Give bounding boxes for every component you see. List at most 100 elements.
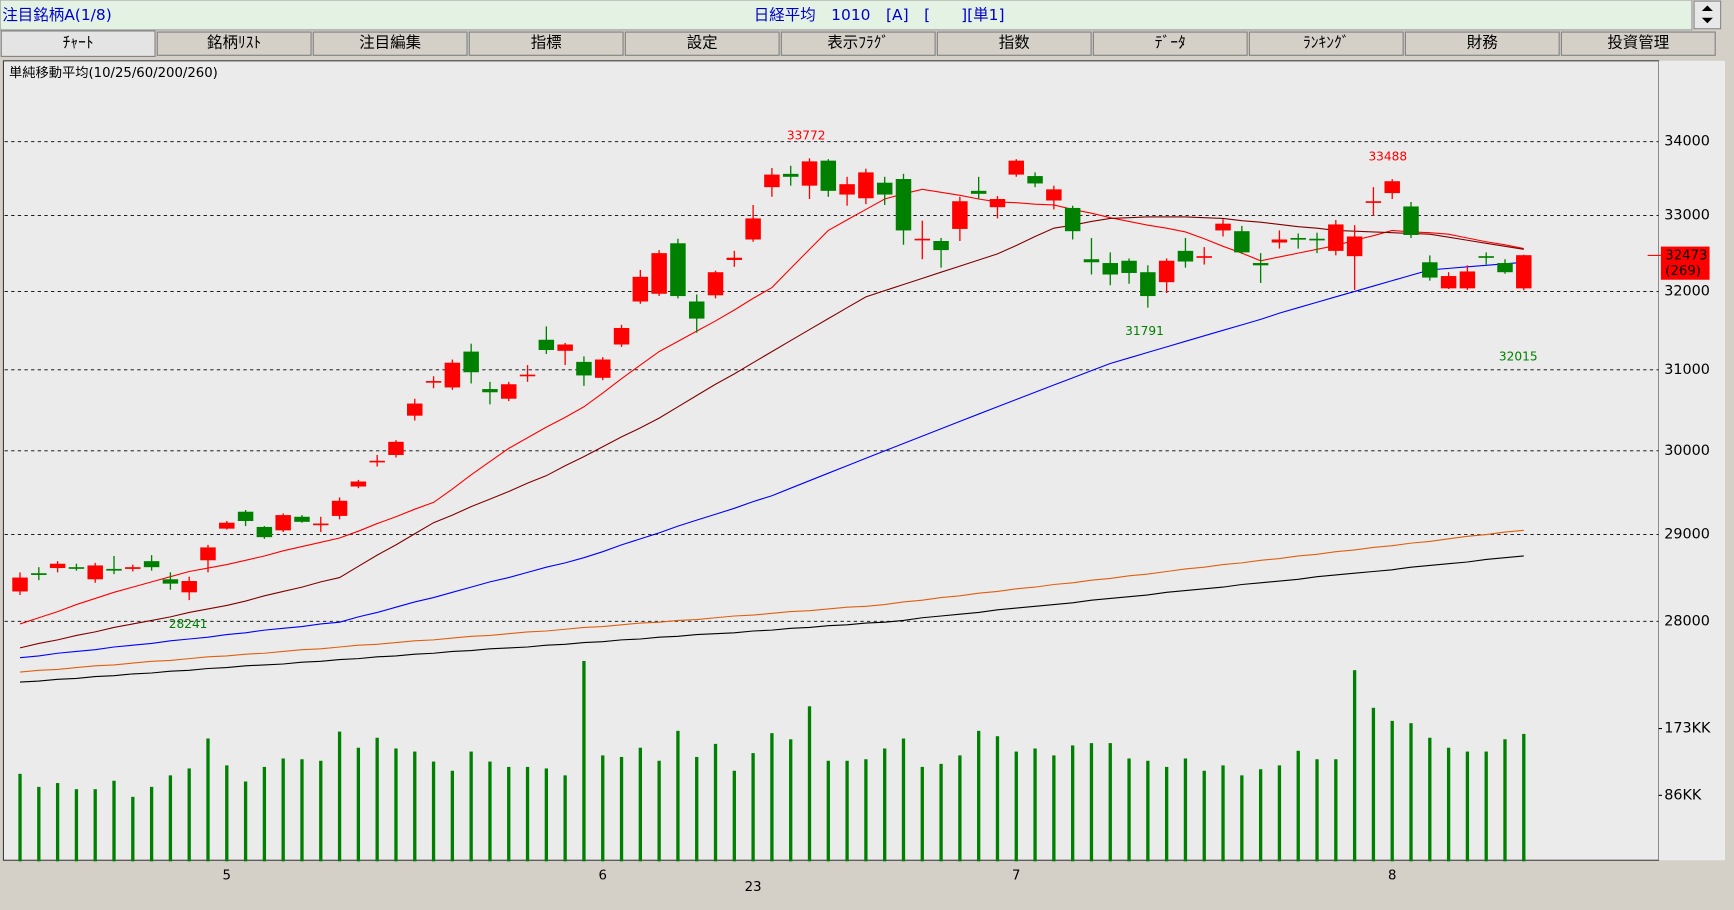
volume-bar xyxy=(319,760,323,862)
moving-average-line xyxy=(19,529,1524,673)
volume-bar xyxy=(582,660,586,862)
header-left: 注目銘柄A(1/8) xyxy=(2,6,111,24)
y-tick-label: 29000 xyxy=(1664,527,1710,543)
candle-body xyxy=(294,516,310,522)
candle-body xyxy=(1516,255,1532,289)
volume-bar xyxy=(525,766,530,862)
volume-bar xyxy=(149,786,154,862)
candle-body xyxy=(1346,236,1363,257)
tab-label[interactable]: 指数 xyxy=(999,34,1030,52)
tab[interactable] xyxy=(1560,31,1716,56)
x-tick-label: 8 xyxy=(1388,869,1396,884)
volume-bar xyxy=(1315,759,1319,862)
volume-bar xyxy=(450,770,455,862)
tab[interactable] xyxy=(1092,31,1248,56)
tab[interactable] xyxy=(468,31,624,56)
scroll-up[interactable] xyxy=(1701,5,1713,12)
candle-body xyxy=(87,565,103,580)
candle-body xyxy=(1083,259,1100,263)
candle-body xyxy=(482,389,498,393)
tab-label[interactable]: 銘柄ﾘｽﾄ xyxy=(207,34,261,52)
candle-body xyxy=(745,218,761,240)
change-label: (269) xyxy=(1665,264,1701,279)
candle-body xyxy=(1252,263,1269,266)
candle-body xyxy=(858,172,874,199)
volume-bar xyxy=(883,748,887,862)
candle-body xyxy=(407,403,423,416)
candle-body xyxy=(914,238,931,241)
volume-bar xyxy=(1352,670,1357,862)
x-tick-label: 6 xyxy=(599,869,607,884)
tab-label[interactable]: 投資管理 xyxy=(1607,34,1669,52)
candle-body xyxy=(162,579,179,584)
tab-label[interactable]: 表示ﾌﾗｸﾞ xyxy=(827,34,889,52)
candle-body xyxy=(501,384,517,399)
candle-body xyxy=(31,573,47,575)
volume-bar xyxy=(507,766,511,862)
tab[interactable] xyxy=(624,31,780,56)
candle-body xyxy=(1121,260,1137,273)
y-tick-label: 33000 xyxy=(1664,207,1710,223)
candle-body xyxy=(1177,250,1194,262)
volume-bar xyxy=(845,760,849,862)
candle-body xyxy=(632,276,649,302)
candle-body xyxy=(1140,272,1156,297)
volume-bar xyxy=(187,768,191,862)
tab-label[interactable]: ﾃﾞｰﾀ xyxy=(1155,34,1186,52)
scroll-box[interactable] xyxy=(1693,0,1722,30)
tab[interactable] xyxy=(156,31,312,56)
x-tick-label: 7 xyxy=(1012,869,1020,884)
candle-body xyxy=(1422,262,1438,278)
volume-bar xyxy=(977,730,981,862)
volume-bar xyxy=(1071,745,1075,862)
tab-label[interactable]: ﾁｬｰﾄ xyxy=(63,34,94,52)
tab-label[interactable]: 財務 xyxy=(1467,34,1498,52)
volume-tick-label: 173KK xyxy=(1664,721,1711,737)
candle-body xyxy=(952,201,968,229)
tab-label[interactable]: 注目編集 xyxy=(359,34,421,52)
y-tick-label: 32000 xyxy=(1664,283,1710,299)
candle-body xyxy=(1497,263,1513,273)
tab[interactable] xyxy=(780,31,936,56)
candle-body xyxy=(350,481,367,487)
volume-bar xyxy=(1221,765,1225,862)
candle-body xyxy=(275,515,291,531)
candle-body xyxy=(388,441,404,455)
scroll-down[interactable] xyxy=(1701,17,1713,24)
candle-body xyxy=(1008,160,1025,175)
volume-bar xyxy=(93,789,97,862)
volume-bar xyxy=(55,783,60,862)
last-price-label: 32473 xyxy=(1665,248,1707,263)
candle-body xyxy=(613,327,630,345)
scrollbar[interactable] xyxy=(1693,0,1722,30)
tab[interactable] xyxy=(1404,31,1560,56)
tab-label[interactable]: ﾗﾝｷﾝｸﾞ xyxy=(1303,34,1349,52)
candle-body xyxy=(1403,206,1419,235)
volume-bar xyxy=(1296,750,1300,862)
tab[interactable] xyxy=(1248,31,1404,56)
volume-bar xyxy=(713,743,718,862)
tab-label[interactable]: 設定 xyxy=(687,34,718,52)
candle-body xyxy=(49,563,66,569)
tab-label[interactable]: 指標 xyxy=(531,34,562,52)
candle-body xyxy=(933,241,949,251)
volume-bar xyxy=(243,781,248,862)
volume-bar xyxy=(676,730,680,862)
volume-bar xyxy=(732,770,736,862)
candle-body xyxy=(200,547,216,561)
candle-body xyxy=(820,160,837,191)
candle-body xyxy=(68,567,85,569)
tab[interactable] xyxy=(0,30,156,57)
x-tick-label: 5 xyxy=(223,869,231,884)
candle-body xyxy=(106,568,122,571)
volume-bar xyxy=(1446,747,1451,862)
candle-body xyxy=(1027,176,1043,184)
volume-bar xyxy=(864,759,868,862)
volume-bar xyxy=(1503,739,1507,862)
candle-body xyxy=(538,339,555,351)
tab[interactable] xyxy=(936,31,1092,56)
volume-bar xyxy=(995,736,1000,862)
tab[interactable] xyxy=(312,31,468,56)
candle-body xyxy=(1196,256,1212,258)
